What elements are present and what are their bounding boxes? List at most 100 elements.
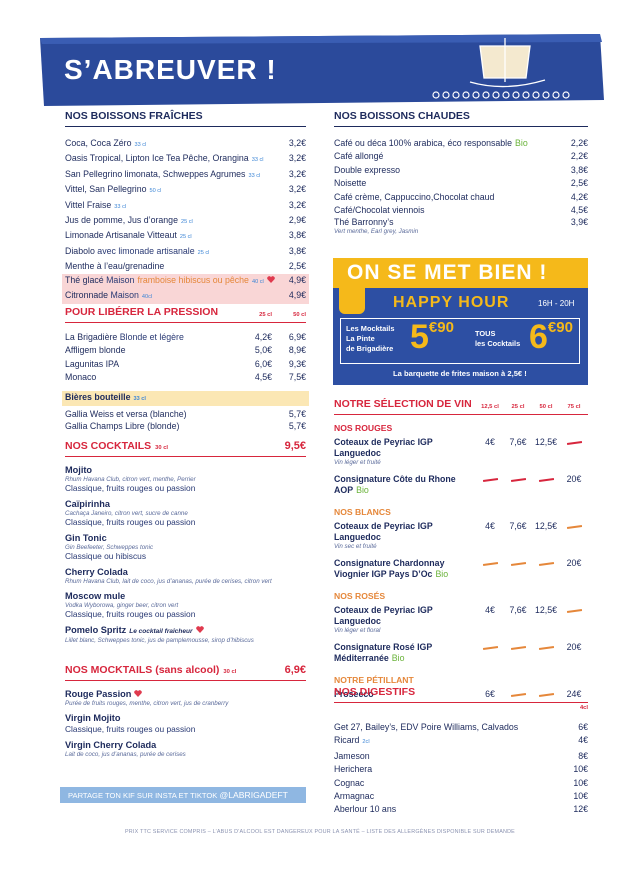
item-price: 6€ [578, 722, 588, 732]
item-name: Armagnac [334, 791, 375, 802]
item-name: Vittel Fraise [65, 199, 112, 210]
menu-item: Affligem blonde 5,0€ 8,9€ [65, 344, 306, 357]
slogan-band [333, 258, 588, 288]
offer-line: de Brigadière [346, 344, 394, 353]
cocktail-title: Moscow mule [65, 591, 126, 601]
cocktail-name: Virgin Mojito [65, 713, 306, 724]
item-prices: 4,5€ 7,5€ [238, 371, 306, 384]
menu-item: Herichera 10€ [334, 763, 588, 776]
item-label: Limonade Artisanale Vitteaut 25 cl [65, 229, 192, 244]
item-price: 4,9€ [288, 274, 306, 285]
offer-line: La Pinte [346, 334, 375, 343]
wine-price: 7,6€ [509, 437, 527, 447]
group-title: NOS ROSÉS [334, 591, 386, 601]
title-text: POUR LIBÉRER LA PRESSION [65, 306, 219, 318]
item-price: 4,5€ [254, 372, 272, 383]
share-handle: @LABRIGADEFT [219, 790, 288, 800]
price-cell [532, 474, 560, 485]
cocktail-name: Rouge Passion [65, 689, 306, 700]
menu-item: Gallia Champs Libre (blonde) 5,7€ [65, 420, 306, 432]
cocktail-name: Moscow mule [65, 591, 306, 602]
price-cell [476, 474, 504, 485]
happy-title: HAPPY HOUR [393, 294, 510, 311]
wine-sub: Vin léger et floral [334, 627, 381, 634]
title-text: NOS COCKTAILS [65, 440, 152, 452]
menu-item: Ricard 2cl 4€ [334, 734, 588, 749]
section-title: NOS COCKTAILS 30 cl 9,5€ [65, 440, 306, 457]
wine-price: 20€ [566, 558, 582, 568]
offer1-lines: Les Mocktails La Pinte de Brigadière [346, 324, 394, 354]
item-name: Monaco [65, 372, 97, 383]
menu-item: Double expresso 3,8€ [334, 164, 588, 177]
price-cell [476, 642, 504, 653]
item-label: Affligem blonde [65, 344, 125, 357]
item-name: Get 27, Bailey’s, EDV Poire Williams, Ca… [334, 722, 519, 732]
item-label: Aberlour 10 ans [334, 803, 396, 816]
item-name: Gallia Champs Libre (blonde) [65, 421, 180, 432]
item-name: Ricard [334, 735, 360, 746]
item-name: Cognac [334, 777, 365, 788]
cocktail-title: Virgin Mojito [65, 713, 121, 723]
price-main: 5 [410, 318, 429, 356]
section: NOS DIGESTIFS 4cl Get 27, Bailey’s, EDV Po… [334, 686, 588, 817]
item-name: Double expresso [334, 164, 401, 175]
item-name: Oasis Tropical, Lipton Ice Tea Pêche, Or… [65, 153, 249, 164]
wine-item: Consignature Rosé IGP Méditerranée Bio 20€ [334, 642, 588, 664]
offer1-price: 5€90 [410, 318, 454, 357]
menu-item: Menthe à l’eau/grenadine 2,5€ [65, 260, 306, 273]
cocktail-title: Rouge Passion [65, 689, 132, 699]
item-price: 10€ [573, 791, 588, 802]
section: NOS BOISSONS CHAUDES Café ou déca 100% ar… [334, 110, 588, 235]
item-name: Lagunitas IPA [65, 358, 120, 369]
item-size: 33 cl [114, 203, 127, 210]
item-price: 10€ [573, 764, 588, 775]
title-size: 30 cl [223, 669, 237, 675]
dash [538, 477, 554, 482]
happy-hours: 16H - 20H [538, 299, 575, 308]
price-cents: €90 [547, 319, 573, 336]
item-price: 3,8€ [570, 164, 588, 175]
price-cell [476, 558, 504, 569]
item-price: 3,2€ [288, 199, 306, 210]
item-label: La Brigadière Blonde et légère [65, 331, 184, 344]
item-detail: Maison [106, 274, 135, 285]
dash [538, 645, 554, 650]
item-label: San Pellegrino limonata, Schweppes Agrum… [65, 168, 260, 183]
wine-item: Consignature Côte du Rhone AOP Bio 20€ [334, 474, 588, 496]
cocktail-name: Mojito [65, 465, 306, 476]
item-name: Citronnade [65, 290, 109, 301]
item-price: 3,8€ [288, 230, 306, 241]
price-cell [532, 642, 560, 653]
item-price: 5,7€ [288, 409, 306, 420]
wine-price: 12,5€ [534, 437, 557, 447]
wine-item: Coteaux de Peyriac IGP Languedoc Vin lége… [334, 437, 588, 466]
item-name: Menthe à l’eau/grenadine [65, 261, 165, 272]
offer-line: les Cocktails [475, 339, 521, 348]
item-price: 2,5€ [570, 178, 588, 189]
heart-icon [267, 274, 275, 283]
item-note: 2cl [362, 739, 370, 746]
banner-brush [40, 34, 602, 44]
menu-item: Coca, Coca Zéro 33 cl 3,2€ [65, 137, 306, 152]
group-title: NOS ROUGES [334, 423, 393, 433]
footer-note: PRIX TTC SERVICE COMPRIS – L’ABUS D’ALCO… [125, 829, 515, 835]
heart-icon [134, 689, 143, 697]
wine-price: 12,5€ [534, 521, 557, 531]
wine-label: Consignature Côte du Rhone AOP Bio [334, 474, 464, 496]
bottles-size: 33 cl [133, 395, 146, 402]
happy-panel [333, 288, 588, 385]
item-price: 3,2€ [288, 184, 306, 195]
item-label: Noisette [334, 177, 366, 190]
cocktail-title: Gin Tonic [65, 533, 107, 543]
menu-item: Citronnade Maison 40cl 4,9€ [65, 289, 306, 304]
item-name: Coca, Coca Zéro [65, 138, 132, 148]
section-title: NOS MOCKTAILS (sans alcool) 30 cl 6,9€ [65, 664, 306, 681]
wine-name: Prosecco [334, 689, 374, 699]
menu-item: Cognac 10€ [334, 777, 588, 790]
wine-name: Coteaux de Peyriac IGP Languedoc [334, 605, 433, 626]
cocktail-tagline: Le cocktail fraîcheur [129, 628, 193, 635]
menu-item: Noisette 2,5€ [334, 177, 588, 190]
item-price: 3,2€ [288, 168, 306, 179]
group-title: NOTRE PÉTILLANT [334, 675, 414, 685]
item-label: Vittel Fraise 33 cl [65, 199, 126, 214]
